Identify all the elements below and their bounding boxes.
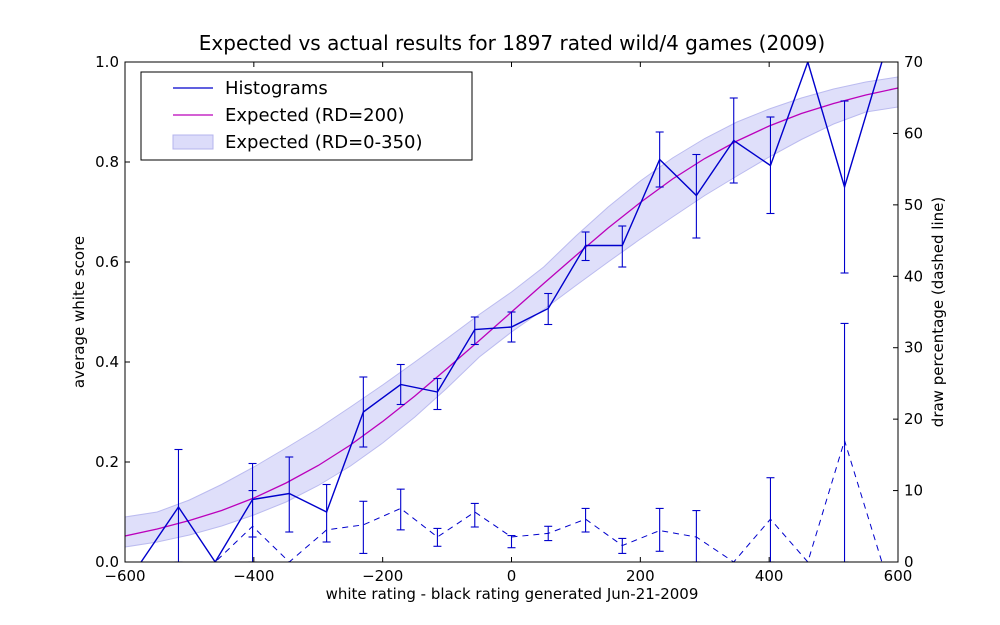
y-axis-label-left: average white score	[70, 236, 88, 388]
legend-entry-expected-range-swatch	[172, 134, 214, 150]
legend: Histograms Expected (RD=200) Expected (RD=…	[140, 71, 473, 161]
y-left-tick-label: 0.0	[95, 553, 119, 571]
x-tick-label: 0	[507, 567, 517, 585]
x-axis-label: white rating - black rating generated Ju…	[326, 585, 699, 603]
x-tick-label: −600	[104, 567, 145, 585]
y-axis-label-right: draw percentage (dashed line)	[929, 197, 947, 427]
y-left-tick-label: 1.0	[95, 53, 119, 71]
legend-entry-expected-range-label: Expected (RD=0-350)	[225, 132, 423, 153]
y-right-tick-label: 10	[904, 482, 923, 500]
y-right-tick-label: 40	[904, 267, 923, 285]
y-left-tick-label: 0.6	[95, 253, 119, 271]
y-right-tick-label: 20	[904, 410, 923, 428]
y-right-tick-label: 60	[904, 124, 923, 142]
legend-entry-expected-label: Expected (RD=200)	[225, 105, 405, 126]
y-right-tick-label: 50	[904, 196, 923, 214]
x-tick-label: −400	[233, 567, 274, 585]
y-left-tick-label: 0.8	[95, 153, 119, 171]
plot-content	[125, 62, 898, 562]
plot-area	[125, 62, 898, 562]
y-left-tick-label: 0.2	[95, 453, 119, 471]
y-right-tick-label: 30	[904, 339, 923, 357]
y-right-tick-label: 0	[904, 553, 914, 571]
x-tick-label: 600	[884, 567, 913, 585]
y-left-tick-label: 0.4	[95, 353, 119, 371]
x-tick-label: 400	[755, 567, 784, 585]
chart-title: Expected vs actual results for 1897 rate…	[199, 31, 825, 55]
legend-entry-histograms-label: Histograms	[225, 78, 328, 99]
x-tick-label: 200	[626, 567, 655, 585]
tick-layer: −600 −400 −200 0 200 400 6000.00.20.40.60.81.0…	[95, 53, 923, 585]
y-right-tick-label: 70	[904, 53, 923, 71]
x-tick-label: −200	[362, 567, 403, 585]
